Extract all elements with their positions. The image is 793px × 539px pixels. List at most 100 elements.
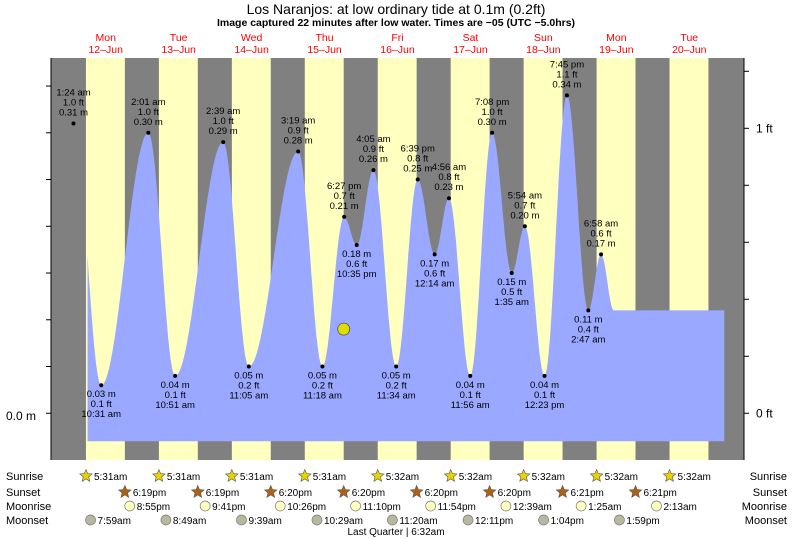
tide-label: 1.0 ft (63, 97, 84, 108)
sunset-time: 6:21pm (571, 488, 604, 499)
tide-label: 0.6 ft (346, 259, 367, 270)
tide-label: 0.20 m (510, 210, 539, 221)
row-label-left: Sunrise (6, 471, 43, 483)
row-label-left: Moonset (6, 515, 48, 527)
tide-label: 2:47 am (571, 334, 605, 345)
moonset-time: 12:11pm (475, 516, 513, 527)
sunset-time: 6:21pm (643, 488, 676, 499)
sunset-time: 6:19pm (206, 488, 239, 499)
tide-label: 0.17 m (587, 238, 616, 249)
tide-label: 0.6 ft (590, 228, 611, 239)
high-tide-point (490, 130, 495, 135)
low-tide-point (542, 373, 547, 378)
tide-label: 0.5 ft (501, 287, 522, 298)
low-tide-point (99, 383, 104, 388)
tide-label: 0.2 ft (238, 381, 259, 392)
sunrise-time: 5:31am (313, 472, 346, 483)
high-tide-point (522, 224, 527, 229)
tide-label: 11:18 am (303, 391, 342, 402)
tide-label: 10:31 am (81, 409, 121, 420)
sunset-icon (336, 484, 351, 498)
sunset-time: 6:19pm (133, 488, 166, 499)
moonrise-time: 12:39am (513, 502, 552, 513)
day-name: Tue (680, 32, 698, 44)
tide-label: 0.9 ft (363, 144, 384, 155)
moonset-icon (614, 514, 625, 526)
high-tide-point (371, 168, 376, 173)
tide-label: 2:39 am (206, 106, 240, 117)
day-date: 12–Jun (88, 44, 123, 56)
moon-phase-marker (337, 322, 351, 336)
moonrise-time: 2:13am (664, 502, 697, 513)
tide-label: 10:35 pm (337, 269, 377, 280)
axes (46, 58, 749, 460)
moonset-icon (538, 514, 549, 526)
day-name: Mon (606, 32, 627, 44)
day-date: 19–Jun (599, 44, 634, 56)
moonset-time: 1:59pm (626, 516, 659, 527)
sunrise-icon (662, 468, 677, 482)
tide-label: 0.05 m (308, 371, 337, 382)
low-tide-point (246, 364, 251, 369)
right-axis-label: 0 ft (756, 406, 773, 420)
day-name: Tue (170, 32, 188, 44)
tide-label: 12:14 am (415, 278, 455, 289)
tide-label: 11:56 am (451, 400, 490, 411)
moonset-icon (462, 514, 474, 526)
tide-label: 2:01 am (131, 97, 165, 108)
moonrise-icon (350, 500, 361, 512)
moonset-time: 8:49am (173, 516, 206, 527)
day-date: 14–Jun (234, 44, 269, 56)
sunrise-icon (151, 468, 166, 482)
tide-label: 1.1 ft (556, 69, 577, 80)
high-tide-point (564, 93, 569, 98)
sunrise-icon (443, 468, 458, 482)
tide-label: 1.0 ft (213, 116, 234, 127)
moonrise-time: 10:26pm (287, 502, 326, 513)
moonrise-icon (651, 500, 662, 512)
moonset-icon (85, 514, 96, 526)
low-tide-point (173, 373, 178, 378)
sunrise-icon (516, 468, 531, 482)
moonset-icon (387, 514, 398, 526)
row-label-right: Sunset (753, 487, 787, 499)
day-date: 15–Jun (307, 44, 342, 56)
tide-label: 0.2 ft (386, 381, 407, 392)
tide-label: 7:45 pm (550, 59, 584, 70)
sunrise-time: 5:32am (678, 472, 711, 483)
moonset-time: 1:04pm (551, 516, 584, 527)
tide-label: 0.17 m (420, 258, 449, 269)
tide-label: 0.23 m (434, 182, 463, 193)
moonset-time: 11:20am (399, 516, 437, 527)
moonset-icon (311, 514, 323, 526)
tide-label: 0.7 ft (334, 191, 355, 202)
tide-label: 1:24 am (56, 87, 90, 98)
day-name: Sun (534, 32, 553, 44)
tide-label: 5:54 am (508, 190, 542, 201)
tide-label: 0.2 ft (312, 381, 333, 392)
tide-label: 0.4 ft (578, 324, 599, 335)
day-name: Thu (316, 32, 334, 44)
high-tide-point (415, 177, 420, 182)
low-tide-point (468, 373, 473, 378)
sunset-icon (628, 484, 643, 498)
tide-label: 1.0 ft (482, 107, 503, 118)
sunrise-time: 5:31am (240, 472, 273, 483)
moonset-icon (236, 514, 247, 526)
moonset-time: 10:29am (324, 516, 363, 527)
tide-label: 6:27 pm (327, 181, 361, 192)
moonrise-time: 1:25am (588, 502, 621, 513)
tide-label: 1.0 ft (138, 107, 159, 118)
tide-label: 7:08 pm (475, 97, 509, 108)
low-tide-point (354, 242, 359, 247)
moonset-time: 7:59am (98, 516, 131, 527)
moonrise-icon (575, 500, 587, 512)
row-label-left: Sunset (6, 487, 40, 499)
high-tide-point (342, 214, 347, 219)
low-tide-point (394, 364, 399, 369)
tide-label: 4:56 am (432, 162, 466, 173)
sunset-time: 6:20pm (279, 488, 312, 499)
moonrise-icon (425, 500, 437, 512)
astro-rows: Sunrise Sunset Moonrise Moonset Sunrise Sunse… (6, 468, 787, 527)
